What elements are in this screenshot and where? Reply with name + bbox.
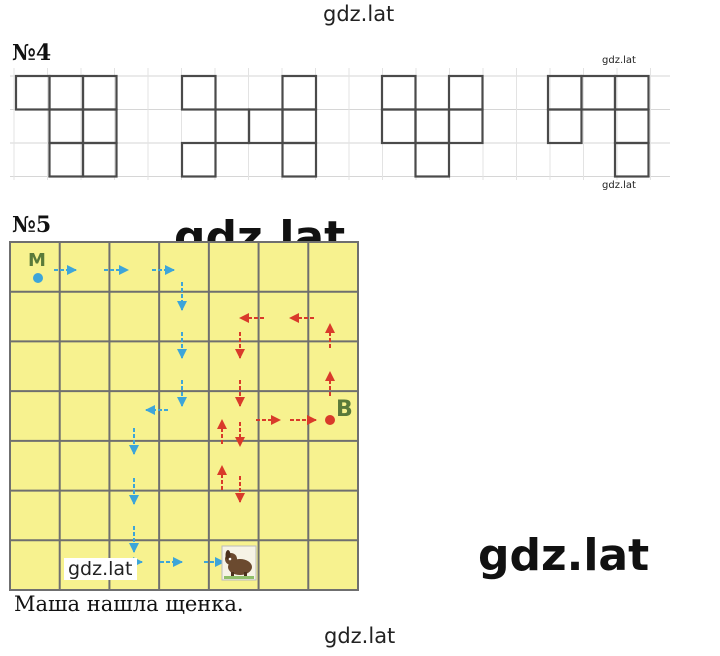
figure-cell <box>580 74 617 111</box>
watermark-small: gdz.lat <box>602 55 636 66</box>
figure-cell <box>546 108 583 145</box>
figure-cell <box>180 141 217 178</box>
figure-cell <box>48 108 85 145</box>
figure-3 <box>380 74 484 178</box>
figure-1 <box>14 74 118 178</box>
figure-cell <box>613 108 650 145</box>
path-map: М В <box>9 241 359 591</box>
figure-cell <box>613 141 650 178</box>
watermark-small: gdz.lat <box>602 180 636 191</box>
figure-cell <box>414 141 451 178</box>
figure-cell <box>546 74 583 111</box>
map-background <box>9 241 359 591</box>
puppy-picture <box>221 545 257 581</box>
answer-text: Маша нашла щенка. <box>14 592 244 616</box>
figure-cell <box>247 108 284 145</box>
figure-4 <box>546 74 650 178</box>
red-path <box>217 313 335 503</box>
figure-cell <box>48 74 85 111</box>
start-cell <box>11 243 57 289</box>
task-5-label: №5 <box>12 212 52 238</box>
end-point <box>325 415 335 425</box>
figure-cell <box>48 141 85 178</box>
figure-cell <box>613 74 650 111</box>
figure-cell <box>81 108 118 145</box>
task-4-figures <box>10 68 670 180</box>
end-label: В <box>336 397 353 422</box>
figure-cell <box>214 108 251 145</box>
figure-cell <box>380 108 417 145</box>
figure-cell <box>281 108 318 145</box>
figure-cell <box>81 141 118 178</box>
figure-cell <box>447 108 484 145</box>
watermark-big: gdz.lat <box>478 530 650 581</box>
watermark-top: gdz.lat <box>323 2 395 26</box>
figure-cell <box>281 141 318 178</box>
figure-cell <box>281 74 318 111</box>
watermark-in-map: gdz.lat <box>64 558 137 580</box>
start-label: М <box>28 250 46 271</box>
map-grid <box>10 242 358 590</box>
task-4-label: №4 <box>12 40 52 66</box>
figure-cell <box>414 108 451 145</box>
figure-cell <box>180 74 217 111</box>
start-point <box>33 273 43 283</box>
figure-2 <box>180 74 318 178</box>
figure-cell <box>380 74 417 111</box>
watermark-bottom: gdz.lat <box>324 624 396 648</box>
figure-cell <box>81 74 118 111</box>
figure-cell <box>14 74 51 111</box>
figure-cell <box>447 74 484 111</box>
